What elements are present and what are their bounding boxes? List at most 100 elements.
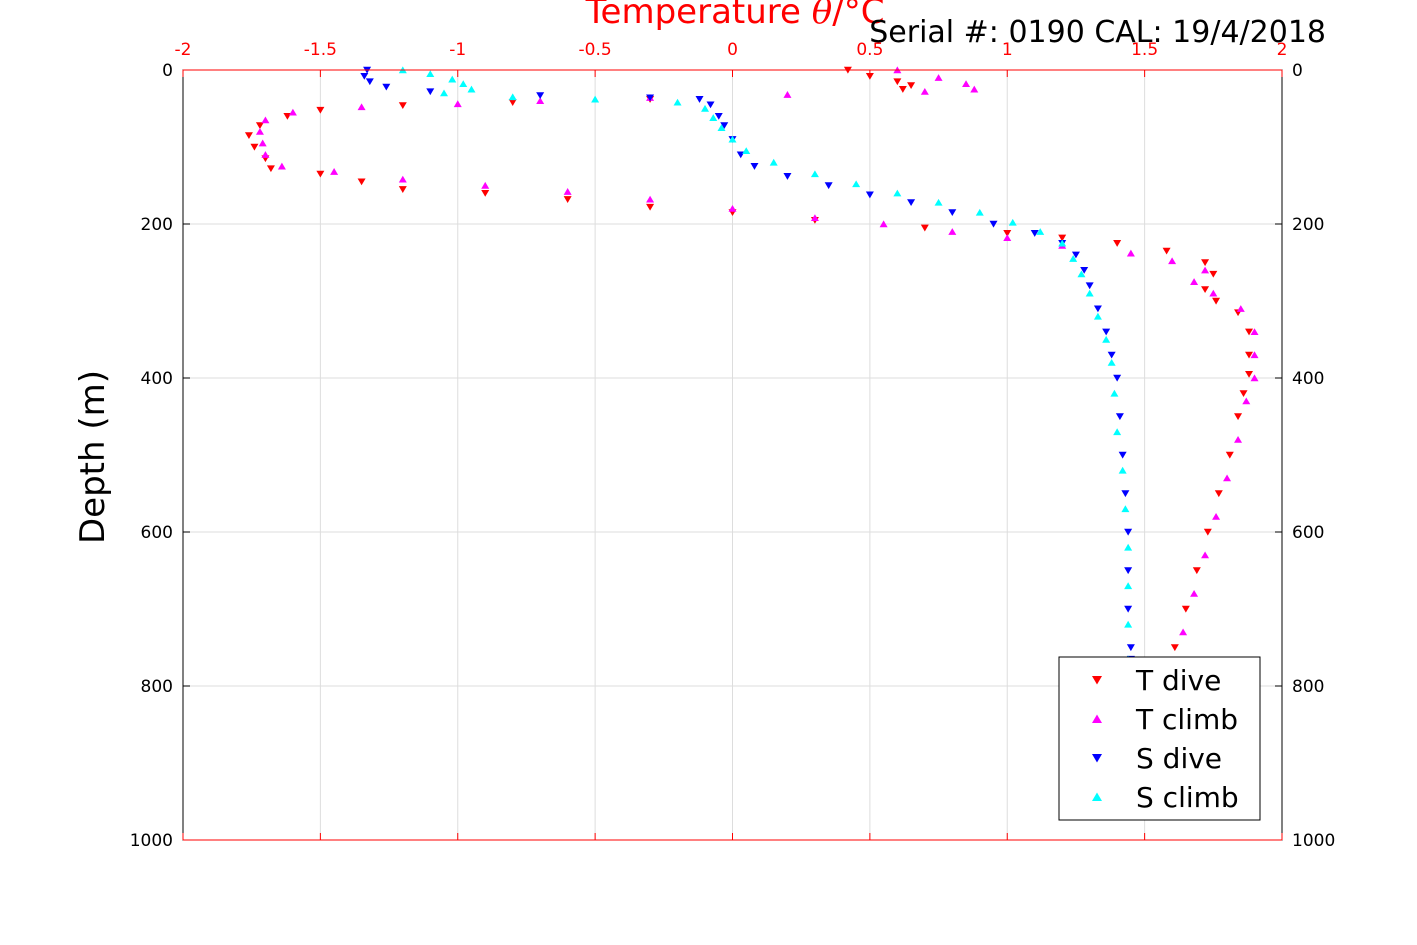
data-point [646,203,655,211]
data-point [1245,328,1254,336]
data-point [1201,286,1210,294]
data-points [244,66,1259,667]
data-point [1192,567,1201,575]
y-tick-label-left: 800 [141,677,173,697]
data-point [1115,413,1124,421]
series-s-dive [360,66,1135,663]
legend-marker [1092,754,1102,763]
data-point [824,182,833,190]
y-tick-label-right: 600 [1292,523,1324,543]
data-point [1170,644,1179,652]
data-point [1121,505,1130,513]
data-point [360,72,369,80]
data-point [1190,590,1199,597]
data-point [1124,582,1133,590]
data-point [810,214,819,222]
legend-label: S climb [1136,781,1239,814]
data-point [706,101,715,109]
data-point [382,83,391,91]
data-point [1190,278,1199,285]
data-point [750,163,759,170]
data-point [459,80,468,88]
y-axis-label: Depth (m) [73,370,113,544]
data-point [508,99,517,106]
data-point [1118,466,1127,474]
data-point [266,165,275,173]
data-point [440,89,449,97]
y-tick-label-right: 1000 [1292,831,1335,851]
data-point [1181,605,1190,613]
data-point [1223,474,1232,482]
y-tick-label-right: 200 [1292,215,1324,235]
data-point [742,147,751,155]
data-point [1239,390,1248,397]
data-point [448,75,457,83]
data-point [1214,490,1223,498]
data-point [277,162,286,170]
data-point [563,188,572,195]
series-s-climb [398,66,1133,663]
data-point [695,96,704,103]
data-point [1121,490,1130,498]
legend-marker [1092,714,1102,723]
serial-calibration-annotation: Serial #: 0190 CAL: 19/4/2018 [869,15,1326,50]
data-point [261,151,270,158]
data-point [934,74,943,81]
x-tick-label: -1 [449,40,466,60]
data-point [1077,270,1086,278]
data-point [1124,543,1133,551]
data-point [1250,374,1259,382]
data-point [398,175,407,183]
data-point [893,78,902,86]
legend-box [1058,656,1261,821]
data-point [907,82,916,89]
data-point [357,178,366,186]
x-tick-label: 0 [727,40,738,60]
data-point [536,92,545,100]
x-tick-label: 1 [1002,40,1013,60]
data-point [1201,551,1210,559]
data-point [783,91,792,98]
data-point [1058,239,1067,247]
data-point [288,108,297,116]
data-point [1113,428,1122,436]
legend-label: T climb [1135,703,1238,736]
data-point [1110,389,1119,397]
data-point [1093,305,1102,313]
data-point [258,139,267,147]
data-point [920,224,929,232]
legend: T dive T climb S dive S climb [1058,656,1261,821]
data-point [1225,451,1234,459]
y-tick-label-left: 600 [141,523,173,543]
data-point [989,220,998,228]
y-tick-label-right: 400 [1292,369,1324,389]
data-point [1124,605,1133,613]
data-point [728,135,737,143]
data-point [920,87,929,95]
data-point [261,116,270,124]
data-point [1071,251,1080,259]
data-point [714,113,723,120]
data-point [962,80,971,88]
data-point [1085,289,1094,297]
series-t-climb [255,66,1259,667]
data-point [1008,218,1017,226]
data-point [720,122,729,130]
data-point [769,158,778,166]
y-tick-label-left: 1000 [130,831,173,851]
y-tick-label-left: 200 [141,215,173,235]
data-point [865,191,874,199]
data-point [709,114,718,121]
data-point [1126,644,1135,652]
data-point [467,85,476,93]
data-point [255,122,264,130]
data-point [1250,351,1259,359]
data-point [852,180,861,188]
data-point [1126,249,1135,257]
data-point [1245,351,1254,359]
data-point [398,102,407,110]
data-point [907,199,916,207]
data-point [1113,240,1122,247]
